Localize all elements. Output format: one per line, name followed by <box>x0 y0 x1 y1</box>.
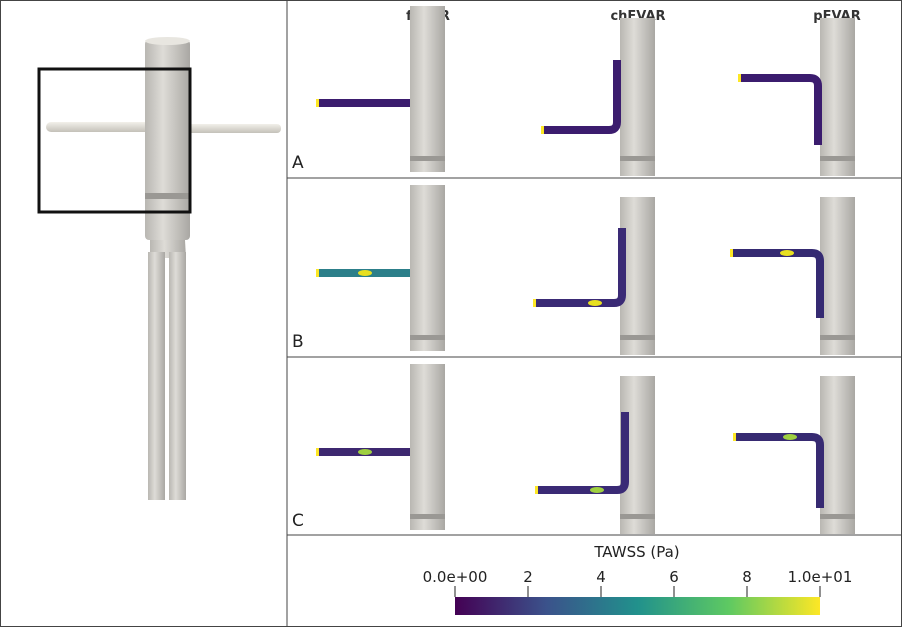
vessel <box>410 6 445 172</box>
vessel-band <box>820 335 855 340</box>
inlet-cap <box>738 74 741 82</box>
overview-model <box>39 37 281 500</box>
stenosis <box>358 270 372 276</box>
inlet-cap <box>730 249 733 257</box>
render <box>533 197 655 355</box>
vessel <box>820 197 855 355</box>
render <box>535 376 655 534</box>
frame <box>1 1 902 627</box>
inlet-cap <box>533 299 536 307</box>
vessel-band <box>410 514 445 519</box>
colorbar <box>455 597 820 615</box>
inlet-cap <box>316 448 319 456</box>
vessel-band <box>620 335 655 340</box>
vessel <box>820 18 855 176</box>
colorbar-tick-label: 6 <box>669 568 679 586</box>
render <box>730 197 855 355</box>
vessel-band <box>410 335 445 340</box>
render <box>733 376 855 534</box>
colorbar-tick-label: 2 <box>523 568 533 586</box>
vessel <box>410 364 445 530</box>
inlet-cap <box>733 433 736 441</box>
stenosis <box>588 300 602 306</box>
render <box>316 6 445 172</box>
branch <box>732 253 820 318</box>
row-label: C <box>292 511 304 531</box>
branch <box>535 228 622 303</box>
branch <box>735 437 820 508</box>
render <box>738 18 855 176</box>
inlet-cap <box>541 126 544 134</box>
row-label: A <box>292 153 304 173</box>
stenosis <box>780 250 794 256</box>
vessel-band <box>820 514 855 519</box>
render <box>316 185 445 351</box>
render <box>541 18 655 176</box>
inlet-cap <box>535 486 538 494</box>
figure: TAWSS (Pa) fEVARchEVARpEVARABC0.0e+00246… <box>0 0 902 627</box>
vessel-band <box>620 514 655 519</box>
colorbar-tick-label: 1.0e+01 <box>788 568 853 586</box>
branch <box>740 78 818 145</box>
branch <box>543 60 617 130</box>
vessel <box>410 185 445 351</box>
inlet-cap <box>316 99 319 107</box>
row-label: B <box>292 332 304 352</box>
vessel-band <box>410 156 445 161</box>
colorbar-tick-label: 0.0e+00 <box>423 568 488 586</box>
render <box>316 364 445 530</box>
vessel-band <box>620 156 655 161</box>
branch <box>537 412 625 490</box>
stenosis <box>590 487 604 493</box>
stenosis <box>783 434 797 440</box>
vessel-band <box>820 156 855 161</box>
colorbar-tick-label: 4 <box>596 568 606 586</box>
stenosis <box>358 449 372 455</box>
colorbar-tick-label: 8 <box>742 568 752 586</box>
inlet-cap <box>316 269 319 277</box>
vessel <box>620 18 655 176</box>
vessel <box>820 376 855 534</box>
colorbar-title: TAWSS (Pa) <box>593 543 679 561</box>
